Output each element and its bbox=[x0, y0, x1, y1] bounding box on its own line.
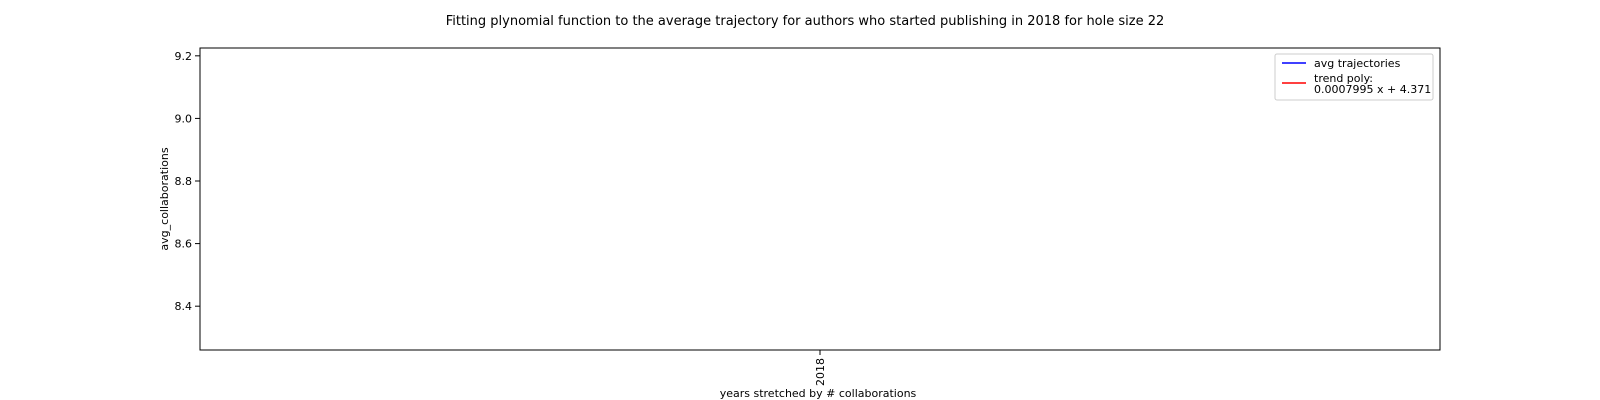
legend-label-trend-poly: trend poly: bbox=[1314, 72, 1373, 85]
legend-label-avg-trajectories: avg trajectories bbox=[1314, 57, 1401, 70]
legend-box bbox=[1274, 53, 1434, 101]
legend-label-trend-formula: 0.0007995 x + 4.371 bbox=[1314, 83, 1431, 96]
y-tick-label: 8.6 bbox=[175, 238, 193, 251]
y-axis-label: avg_collaborations bbox=[158, 147, 171, 250]
x-axis-ticks: 2018 bbox=[814, 350, 827, 386]
y-tick-label: 8.8 bbox=[175, 175, 193, 188]
chart-title: Fitting plynomial function to the averag… bbox=[446, 14, 1165, 29]
plot-area bbox=[199, 47, 1441, 351]
y-axis-ticks: 8.4 8.6 8.8 9.0 9.2 bbox=[175, 50, 200, 313]
x-tick-label: 2018 bbox=[814, 358, 827, 386]
y-tick-label: 9.0 bbox=[175, 112, 193, 125]
x-axis-label: years stretched by # collaborations bbox=[720, 387, 917, 400]
legend: avg trajectories trend poly: 0.0007995 x… bbox=[1274, 53, 1434, 101]
y-tick-label: 9.2 bbox=[175, 50, 193, 63]
y-tick-label: 8.4 bbox=[175, 300, 193, 313]
